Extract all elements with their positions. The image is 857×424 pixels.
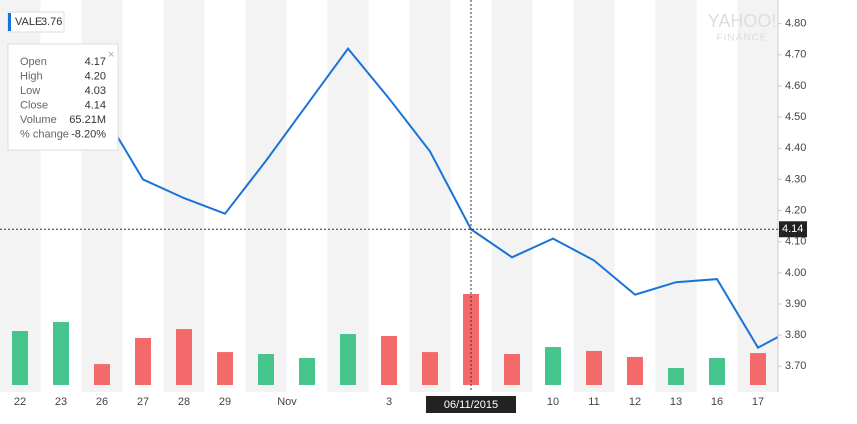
- stripe: [737, 0, 778, 392]
- x-tick-label: 29: [219, 396, 231, 408]
- y-tick-label: 4.30: [785, 173, 806, 185]
- volume-bar: [176, 329, 192, 385]
- volume-bar: [12, 330, 28, 385]
- x-tick-label: 3: [386, 396, 392, 408]
- x-tick-label: 22: [14, 396, 26, 408]
- stripe: [327, 0, 369, 392]
- tooltip-value: -8.20%: [71, 128, 106, 140]
- volume-bar: [94, 364, 110, 385]
- price-line: [20, 44, 778, 349]
- stripe: [491, 0, 533, 392]
- volume-bar: [135, 337, 151, 385]
- y-tick-label: 4.50: [785, 111, 806, 123]
- stripe: [573, 0, 615, 392]
- y-tick-label: 4.70: [785, 49, 806, 61]
- tooltip-value: 4.14: [85, 99, 106, 111]
- tooltip-value: 4.03: [85, 85, 106, 97]
- y-tick-label: 4.10: [785, 236, 806, 248]
- volume-bar: [422, 352, 438, 385]
- stripe: [655, 0, 697, 392]
- volume-bar: [586, 350, 602, 385]
- y-tick-label: 4.60: [785, 80, 806, 92]
- volume-bar: [545, 347, 561, 385]
- tooltip-label: Open: [20, 56, 47, 68]
- volume-bar: [709, 358, 725, 385]
- x-tick-label: 12: [629, 396, 641, 408]
- volume-bar: [627, 356, 643, 385]
- x-tick-label: 16: [711, 396, 723, 408]
- volume-bar: [258, 354, 274, 385]
- x-tick-label: 10: [547, 396, 559, 408]
- tooltip-label: Close: [20, 99, 48, 111]
- symbol-marker: [8, 13, 11, 31]
- crosshair-date-box: [426, 396, 516, 413]
- tooltip-label: % change: [20, 128, 69, 140]
- tooltip-close: ×: [108, 49, 114, 61]
- watermark: FINANCE: [717, 33, 768, 44]
- volume-bar: [504, 354, 520, 385]
- x-tick-label: 17: [752, 396, 764, 408]
- x-tick-label: 28: [178, 396, 190, 408]
- volume-bar: [217, 352, 233, 385]
- y-tick-label: 4.00: [785, 267, 806, 279]
- x-tick-label: 11: [588, 396, 599, 408]
- stripe: [409, 0, 451, 392]
- volume-bar: [53, 322, 69, 385]
- y-tick-label: 3.90: [785, 298, 806, 310]
- tooltip-value: 65.21M: [69, 114, 106, 126]
- x-tick-label: 26: [96, 396, 108, 408]
- volume-bar: [750, 353, 766, 385]
- x-tick-label: 13: [670, 396, 682, 408]
- y-tick-label: 4.80: [785, 18, 806, 30]
- last-price: 3.76: [41, 16, 62, 28]
- crosshair-value: 4.14: [782, 223, 803, 235]
- tooltip-label: Volume: [20, 114, 57, 126]
- y-tick-label: 3.80: [785, 329, 806, 341]
- x-tick-label: 27: [137, 396, 149, 408]
- tooltip-label: Low: [20, 85, 40, 97]
- stripe: [163, 0, 205, 392]
- tooltip-value: 4.17: [85, 56, 106, 68]
- volume-bar: [463, 294, 479, 385]
- tooltip: [7, 43, 119, 151]
- volume-bar: [381, 336, 397, 385]
- volume-bar: [299, 358, 315, 385]
- y-tick-label: 3.70: [785, 360, 806, 372]
- x-tick-label: 23: [55, 396, 67, 408]
- x-tick-label: Nov: [277, 396, 297, 408]
- y-tick-label: 4.20: [785, 204, 806, 216]
- tooltip-label: High: [20, 70, 43, 82]
- watermark: YAHOO!: [708, 11, 777, 31]
- crosshair-value-box: [779, 221, 807, 238]
- crosshair-date: 06/11/2015: [444, 399, 498, 411]
- symbol: VALE: [15, 16, 42, 28]
- stripe: [245, 0, 287, 392]
- y-tick-label: 4.40: [785, 142, 806, 154]
- volume-bar: [340, 334, 356, 385]
- tooltip-value: 4.20: [85, 70, 106, 82]
- volume-bar: [668, 367, 684, 385]
